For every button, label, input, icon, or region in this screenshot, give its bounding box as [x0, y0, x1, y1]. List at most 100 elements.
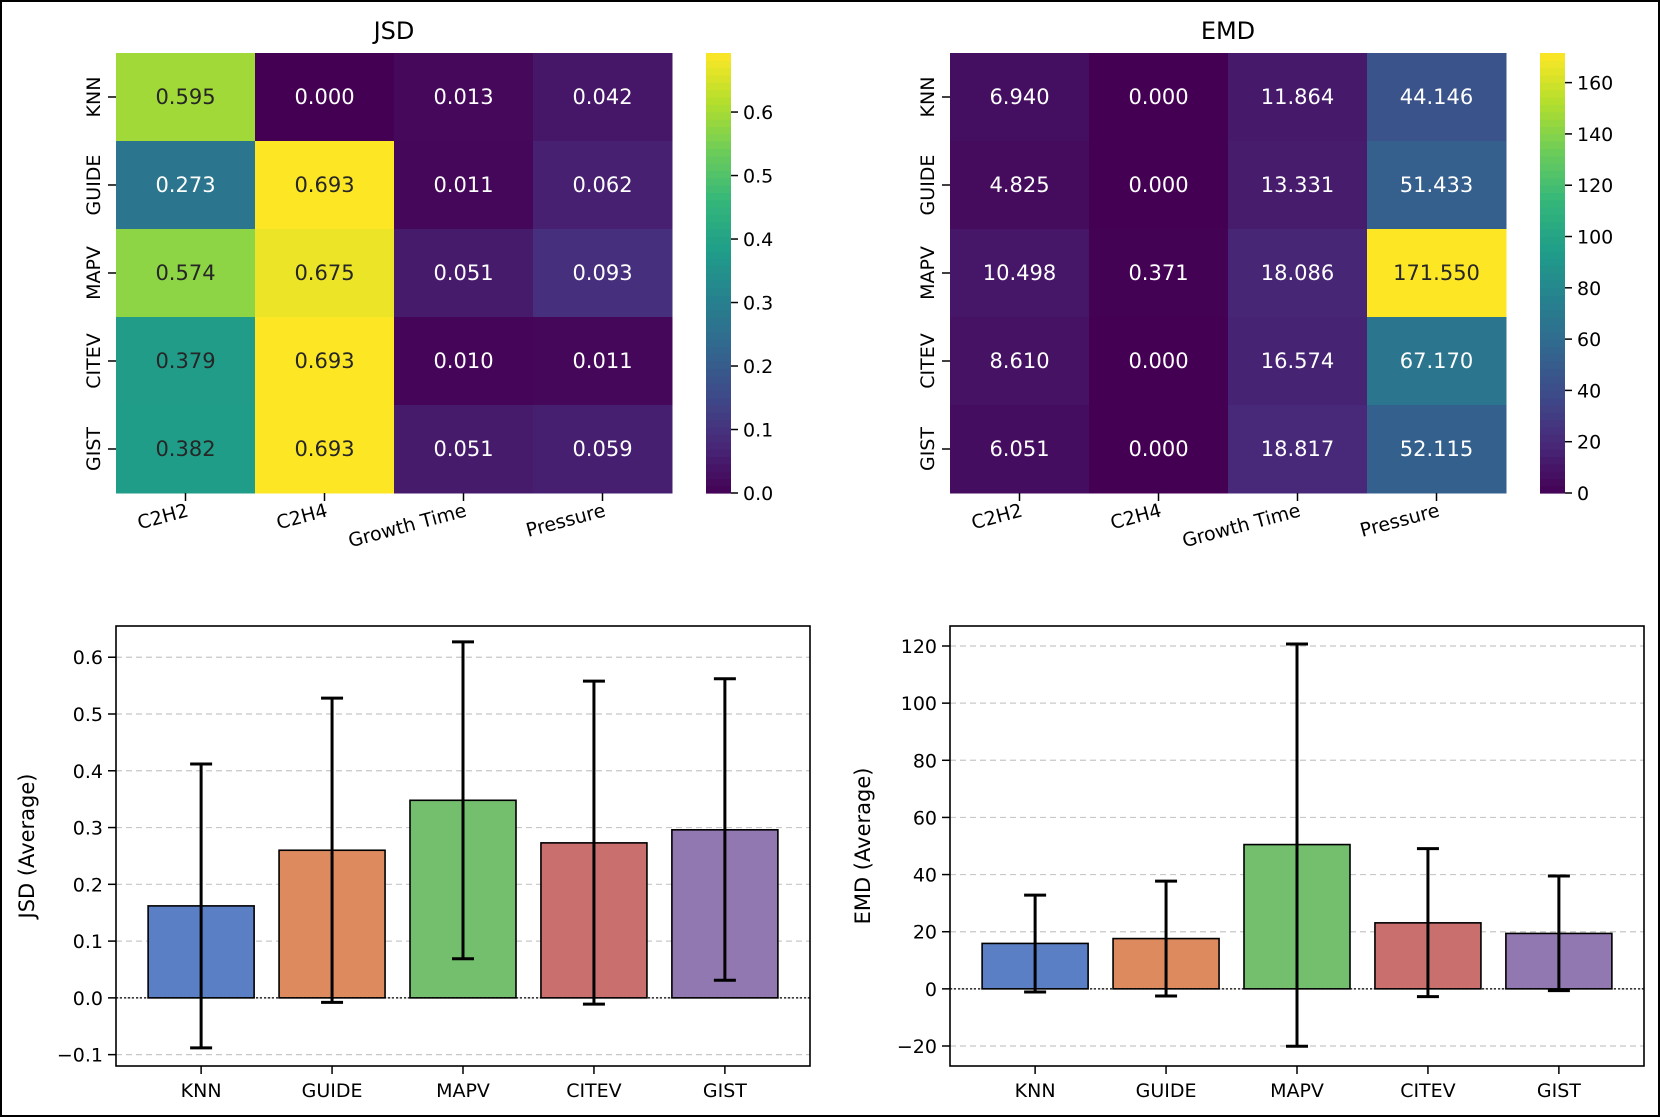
emd-cell-label: 0.000	[1128, 349, 1188, 373]
emd-cell-label: 8.610	[989, 349, 1049, 373]
jsd-colorbar-segment	[706, 449, 731, 457]
jsd-bar-x-tick-label-citev: CITEV	[566, 1080, 621, 1102]
emd-cell-label: 0.000	[1128, 85, 1188, 109]
emd-title: EMD	[1201, 17, 1255, 45]
emd-colorbar-segment	[1540, 317, 1565, 325]
jsd-colorbar-segment	[706, 229, 731, 237]
jsd-colorbar-segment	[706, 295, 731, 303]
jsd-cell-knn-growth-time	[394, 53, 534, 142]
jsd-colorbar-segment	[706, 75, 731, 83]
jsd-cell-citev-c2h4	[255, 317, 395, 406]
jsd-cell-label: 0.051	[433, 261, 493, 285]
jsd-colorbar-segment	[706, 148, 731, 157]
jsd-colorbar-segment	[706, 82, 731, 91]
jsd-colorbar-segment	[706, 478, 731, 487]
emd-cell-knn-c2h4	[1089, 53, 1229, 142]
emd-row-label-gist: GIST	[917, 427, 939, 471]
emd-cell-citev-c2h2	[950, 317, 1090, 406]
jsd-cell-knn-c2h4	[255, 53, 395, 142]
emd-bar-y-tick-label: 20	[913, 922, 937, 944]
jsd-bar-x-tick-label-mapv: MAPV	[436, 1080, 490, 1102]
emd-colorbar-segment	[1540, 441, 1565, 450]
emd-cell-label: 67.170	[1400, 349, 1473, 373]
emd-colorbar-segment	[1540, 295, 1565, 303]
jsd-colorbar-segment	[706, 273, 731, 281]
emd-bar-x-tick-label-gist: GIST	[1537, 1080, 1581, 1102]
emd-colorbar-segment	[1540, 383, 1565, 391]
emd-cell-citev-growth-time	[1228, 317, 1368, 406]
emd-colorbar-segment	[1540, 104, 1565, 113]
emd-colorbar-segment	[1540, 419, 1565, 428]
emd-colorbar-segment	[1540, 390, 1565, 399]
jsd-colorbar-segment	[706, 463, 731, 472]
jsd-colorbar-segment	[706, 419, 731, 428]
emd-bar-y-tick-label: 60	[913, 807, 937, 829]
jsd-colorbar-segment	[706, 485, 731, 494]
jsd-colorbar-segment	[706, 243, 731, 252]
emd-bar-x-tick-label-guide: GUIDE	[1136, 1080, 1197, 1102]
emd-colorbar-segment	[1540, 97, 1565, 105]
emd-bar-y-tick-label: 80	[913, 750, 937, 772]
emd-colorbar-segment	[1540, 60, 1565, 69]
jsd-colorbar-tick-label: 0.5	[743, 166, 773, 188]
emd-bar-y-tick-label: −20	[897, 1036, 937, 1058]
jsd-colorbar-tick-label: 0.4	[743, 229, 773, 251]
emd-cell-label: 16.574	[1261, 349, 1334, 373]
jsd-bar-y-tick-label: 0.2	[73, 874, 103, 896]
jsd-colorbar-segment	[706, 339, 731, 347]
jsd-colorbar-segment	[706, 265, 731, 274]
emd-bar-y-tick-label: 120	[901, 636, 937, 658]
emd-cell-label: 6.940	[989, 85, 1049, 109]
emd-colorbar-segment	[1540, 148, 1565, 157]
jsd-cell-label: 0.693	[294, 173, 354, 197]
jsd-cell-citev-growth-time	[394, 317, 534, 406]
jsd-bar-y-tick-label: 0.4	[73, 761, 103, 783]
emd-colorbar-segment	[1540, 119, 1565, 127]
jsd-bar-y-tick-label: 0.5	[73, 704, 103, 726]
emd-colorbar-tick-label: 60	[1577, 329, 1601, 351]
jsd-colorbar-segment	[706, 383, 731, 391]
emd-colorbar-segment	[1540, 397, 1565, 406]
emd-cell-knn-c2h2	[950, 53, 1090, 142]
jsd-cell-label: 0.693	[294, 349, 354, 373]
emd-bar-x-tick-label-knn: KNN	[1015, 1080, 1056, 1102]
jsd-colorbar-segment	[706, 456, 731, 465]
emd-colorbar-segment	[1540, 67, 1565, 76]
emd-colorbar-segment	[1540, 199, 1565, 208]
jsd-cell-label: 0.010	[433, 349, 493, 373]
emd-colorbar-tick-label: 0	[1577, 483, 1589, 505]
emd-cell-knn-pressure	[1367, 53, 1507, 142]
emd-colorbar-segment	[1540, 405, 1565, 413]
emd-cell-guide-growth-time	[1228, 141, 1368, 230]
emd-colorbar-segment	[1540, 214, 1565, 223]
jsd-bar-y-tick-label: 0.3	[73, 818, 103, 840]
jsd-cell-label: 0.595	[155, 85, 215, 109]
emd-row-label-guide: GUIDE	[917, 155, 939, 216]
jsd-cell-guide-c2h4	[255, 141, 395, 230]
jsd-colorbar-segment	[706, 104, 731, 113]
emd-bar-axes-frame	[949, 625, 1645, 1067]
jsd-row-label-guide: GUIDE	[83, 155, 105, 216]
emd-colorbar-segment	[1540, 89, 1565, 98]
jsd-colorbar-segment	[706, 163, 731, 171]
emd-cell-label: 18.817	[1261, 437, 1334, 461]
jsd-colorbar-tick-label: 0.2	[743, 356, 773, 378]
jsd-colorbar-segment	[706, 441, 731, 450]
emd-bar-y-tick-label: 0	[925, 979, 937, 1001]
jsd-colorbar-tick-label: 0.0	[743, 483, 773, 505]
emd-colorbar-segment	[1540, 53, 1565, 61]
emd-colorbar-segment	[1540, 75, 1565, 83]
emd-cell-label: 4.825	[989, 173, 1049, 197]
jsd-colorbar-segment	[706, 368, 731, 377]
emd-colorbar-segment	[1540, 324, 1565, 333]
jsd-cell-label: 0.273	[155, 173, 215, 197]
jsd-colorbar-segment	[706, 141, 731, 149]
emd-colorbar-segment	[1540, 485, 1565, 494]
emd-colorbar-segment	[1540, 177, 1565, 186]
emd-bar-x-tick-label-citev: CITEV	[1400, 1080, 1455, 1102]
emd-bar-panel: −20 0 20 40 60 80 100 120 KNN GUIDE MAPV CITEV GIST E…	[851, 625, 1645, 1102]
jsd-cell-knn-pressure	[533, 53, 673, 142]
emd-colorbar-segment	[1540, 280, 1565, 289]
jsd-cell-gist-c2h2	[116, 405, 256, 494]
